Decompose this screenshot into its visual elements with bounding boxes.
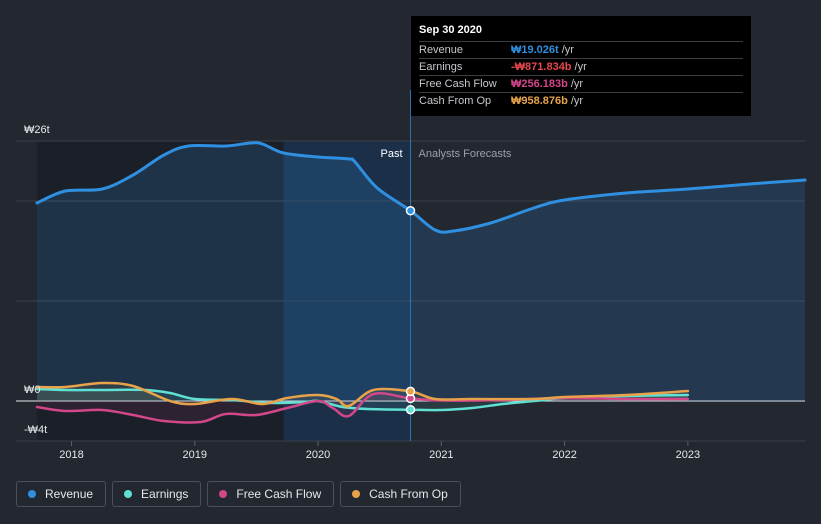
x-tick-label: 2023	[676, 449, 700, 461]
tooltip-row-earnings: Earnings -₩871.834b /yr	[419, 58, 743, 75]
earnings-marker	[405, 404, 416, 415]
tooltip-label: Cash From Op	[419, 95, 492, 107]
tooltip-date: Sep 30 2020	[419, 24, 482, 36]
chart-legend: Revenue Earnings Free Cash Flow Cash Fro…	[16, 481, 461, 507]
revenue-line	[35, 141, 807, 234]
x-tick-label: 2020	[306, 449, 330, 461]
y-tick-label: ₩26t	[24, 124, 50, 136]
earnings-line	[35, 387, 690, 412]
legend-label: Revenue	[45, 487, 94, 501]
legend-dot-icon	[124, 490, 133, 498]
x-tick-label: 2019	[183, 449, 207, 461]
tooltip-value: ₩19.026t	[511, 44, 559, 56]
y-tick-label: -₩4t	[24, 424, 47, 436]
legend-label: Free Cash Flow	[236, 487, 322, 501]
legend-dot-icon	[28, 490, 36, 498]
legend-dot-icon	[219, 490, 228, 498]
legend-item-free-cash-flow[interactable]: Free Cash Flow	[207, 481, 335, 507]
legend-item-earnings[interactable]: Earnings	[112, 481, 202, 507]
free-cash-flow-area	[36, 393, 688, 423]
tooltip-row-revenue: Revenue ₩19.026t /yr	[419, 41, 743, 58]
y-tick-label: ₩0	[24, 384, 41, 396]
tooltip-unit: /yr	[570, 78, 584, 90]
revenue-area	[36, 142, 805, 401]
legend-item-cash-from-op[interactable]: Cash From Op	[340, 481, 461, 507]
past-label: Past	[380, 148, 402, 160]
tooltip-unit: /yr	[570, 95, 584, 107]
tooltip-value: ₩256.183b	[511, 78, 568, 90]
x-tick-label: 2021	[429, 449, 453, 461]
legend-dot-icon	[352, 490, 361, 498]
tooltip-value: ₩958.876b	[511, 95, 568, 107]
tooltip-row-free-cash-flow: Free Cash Flow ₩256.183b /yr	[419, 75, 743, 92]
tooltip-label: Earnings	[419, 61, 463, 73]
tooltip-unit: /yr	[561, 44, 574, 56]
tooltip-label: Revenue	[419, 44, 464, 56]
cash-from-op-line	[35, 381, 690, 408]
tooltip-label: Free Cash Flow	[419, 78, 497, 90]
legend-label: Earnings	[141, 487, 189, 501]
legend-label: Cash From Op	[369, 487, 448, 501]
data-tooltip: Sep 30 2020 Revenue ₩19.026t /yr Earning…	[411, 16, 751, 116]
tooltip-value: -₩871.834b	[511, 61, 572, 73]
x-tick-label: 2018	[59, 449, 83, 461]
x-tick-label: 2022	[552, 449, 576, 461]
forecast-label: Analysts Forecasts	[419, 148, 512, 160]
cash-from-op-marker	[405, 386, 416, 397]
revenue-marker	[405, 205, 416, 216]
tooltip-row-cash-from-op: Cash From Op ₩958.876b /yr	[419, 92, 743, 109]
highlight-band	[283, 141, 411, 441]
tooltip-unit: /yr	[574, 61, 587, 73]
legend-item-revenue[interactable]: Revenue	[16, 481, 107, 507]
